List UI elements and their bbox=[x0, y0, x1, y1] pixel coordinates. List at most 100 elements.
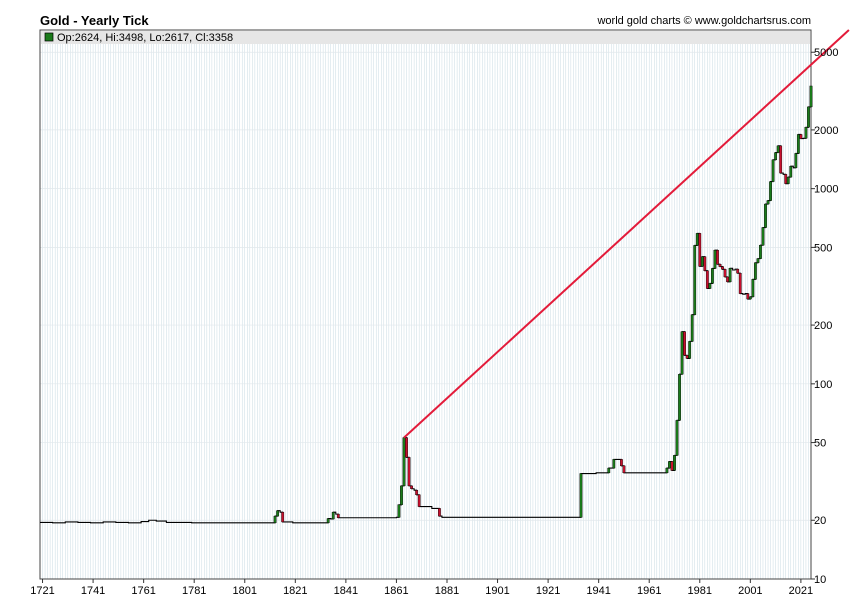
x-tick-label: 1781 bbox=[182, 585, 206, 597]
candle-up bbox=[774, 152, 778, 161]
candle-down bbox=[336, 513, 340, 518]
x-tick-label: 1861 bbox=[384, 585, 408, 597]
candle-down bbox=[716, 249, 719, 265]
candle-up bbox=[769, 181, 772, 201]
plot-frame bbox=[39, 29, 812, 580]
candle-down bbox=[698, 233, 702, 267]
candle-down bbox=[407, 457, 411, 487]
x-tick-label: 2001 bbox=[738, 585, 762, 597]
candle-down bbox=[723, 269, 727, 278]
candle-down bbox=[685, 355, 689, 359]
candle-down bbox=[705, 270, 709, 289]
candle-up bbox=[607, 467, 611, 474]
candle-down bbox=[405, 437, 408, 458]
candle-up bbox=[665, 467, 669, 474]
candle-up bbox=[673, 455, 676, 471]
candle-down bbox=[703, 256, 707, 271]
y-tick-label: 10 bbox=[814, 574, 826, 586]
candle-up bbox=[690, 314, 694, 342]
chart-title: Gold - Yearly Tick bbox=[40, 13, 149, 28]
y-tick-label: 100 bbox=[814, 379, 832, 391]
series-layer bbox=[40, 29, 850, 524]
x-tick-label: 1981 bbox=[688, 585, 712, 597]
x-tick-label: 2021 bbox=[789, 585, 813, 597]
candle-down bbox=[438, 508, 441, 517]
x-tick-label: 1941 bbox=[586, 585, 610, 597]
candle-up bbox=[764, 203, 767, 228]
candle-down bbox=[784, 174, 788, 184]
x-tick-label: 1961 bbox=[637, 585, 661, 597]
y-tick-label: 5000 bbox=[814, 47, 838, 59]
candle-up bbox=[276, 510, 280, 517]
candle-down bbox=[415, 490, 419, 496]
candle-down bbox=[738, 272, 742, 294]
legend-box bbox=[41, 31, 810, 44]
candle-up bbox=[693, 245, 697, 315]
candle-up bbox=[688, 341, 692, 359]
candle-down bbox=[417, 494, 421, 507]
candle-up bbox=[402, 437, 406, 487]
candle-up bbox=[753, 262, 757, 280]
candle-up bbox=[713, 249, 717, 269]
x-tick-label: 1921 bbox=[536, 585, 560, 597]
candle-down bbox=[622, 465, 626, 474]
y-tick-label: 20 bbox=[814, 515, 826, 527]
candle-up bbox=[711, 268, 714, 284]
candle-up bbox=[331, 511, 335, 520]
candle-up bbox=[766, 200, 770, 205]
candle-up bbox=[668, 461, 671, 469]
y-tick-label: 200 bbox=[814, 320, 832, 332]
y-tick-label: 2000 bbox=[814, 125, 838, 137]
candle-down bbox=[799, 134, 803, 139]
candle-up bbox=[756, 258, 760, 263]
candle-up bbox=[326, 518, 330, 524]
candle-up bbox=[579, 473, 583, 518]
candle-up bbox=[678, 374, 681, 421]
candle-up bbox=[728, 268, 732, 283]
x-tick-label: 1721 bbox=[30, 585, 54, 597]
candle-up bbox=[680, 331, 684, 375]
axis-layer: 1721 1741 1761 1781 1801 1821 1841 1861 1881 1901… bbox=[30, 47, 838, 597]
candle-down bbox=[670, 461, 674, 471]
candle-down bbox=[721, 266, 724, 270]
candle-up bbox=[807, 106, 810, 128]
candle-down bbox=[410, 485, 413, 489]
candle-up bbox=[786, 176, 790, 184]
candle-up bbox=[273, 515, 277, 524]
x-tick-label: 1801 bbox=[233, 585, 257, 597]
candle-up bbox=[789, 166, 793, 178]
candle-up bbox=[748, 296, 752, 300]
candle-down bbox=[779, 145, 783, 174]
candle-up bbox=[776, 145, 780, 153]
x-tick-label: 1881 bbox=[435, 585, 459, 597]
candle-down bbox=[620, 459, 623, 467]
candle-up bbox=[761, 227, 765, 246]
candle-up bbox=[700, 256, 704, 267]
candle-down bbox=[726, 276, 729, 283]
candle-down bbox=[746, 293, 750, 300]
y-tick-label: 1000 bbox=[814, 184, 838, 196]
y-tick-label: 50 bbox=[814, 438, 826, 450]
candle-up bbox=[794, 153, 798, 168]
candle-up bbox=[771, 159, 775, 182]
x-tick-label: 1821 bbox=[283, 585, 307, 597]
candle-down bbox=[281, 511, 285, 523]
candle-up bbox=[675, 420, 679, 456]
y-tick-label: 500 bbox=[814, 242, 832, 254]
candle-up bbox=[708, 283, 712, 289]
candle-up bbox=[751, 279, 755, 298]
candle-up bbox=[400, 485, 403, 505]
candle-down bbox=[718, 264, 722, 267]
x-tick-label: 1741 bbox=[81, 585, 105, 597]
candle-down bbox=[683, 331, 687, 356]
candle-up bbox=[759, 245, 762, 259]
chart-credit: world gold charts © www.goldchartsrus.co… bbox=[597, 15, 811, 27]
x-tick-label: 1841 bbox=[334, 585, 358, 597]
candle-up bbox=[397, 504, 401, 518]
grid-lines bbox=[39, 44, 812, 579]
legend-text: Op:2624, Hi:3498, Lo:2617, Cl:3358 bbox=[57, 32, 233, 44]
x-tick-label: 1901 bbox=[485, 585, 509, 597]
candle-up bbox=[809, 85, 813, 108]
trendline bbox=[403, 29, 850, 439]
x-tick-label: 1761 bbox=[131, 585, 155, 597]
